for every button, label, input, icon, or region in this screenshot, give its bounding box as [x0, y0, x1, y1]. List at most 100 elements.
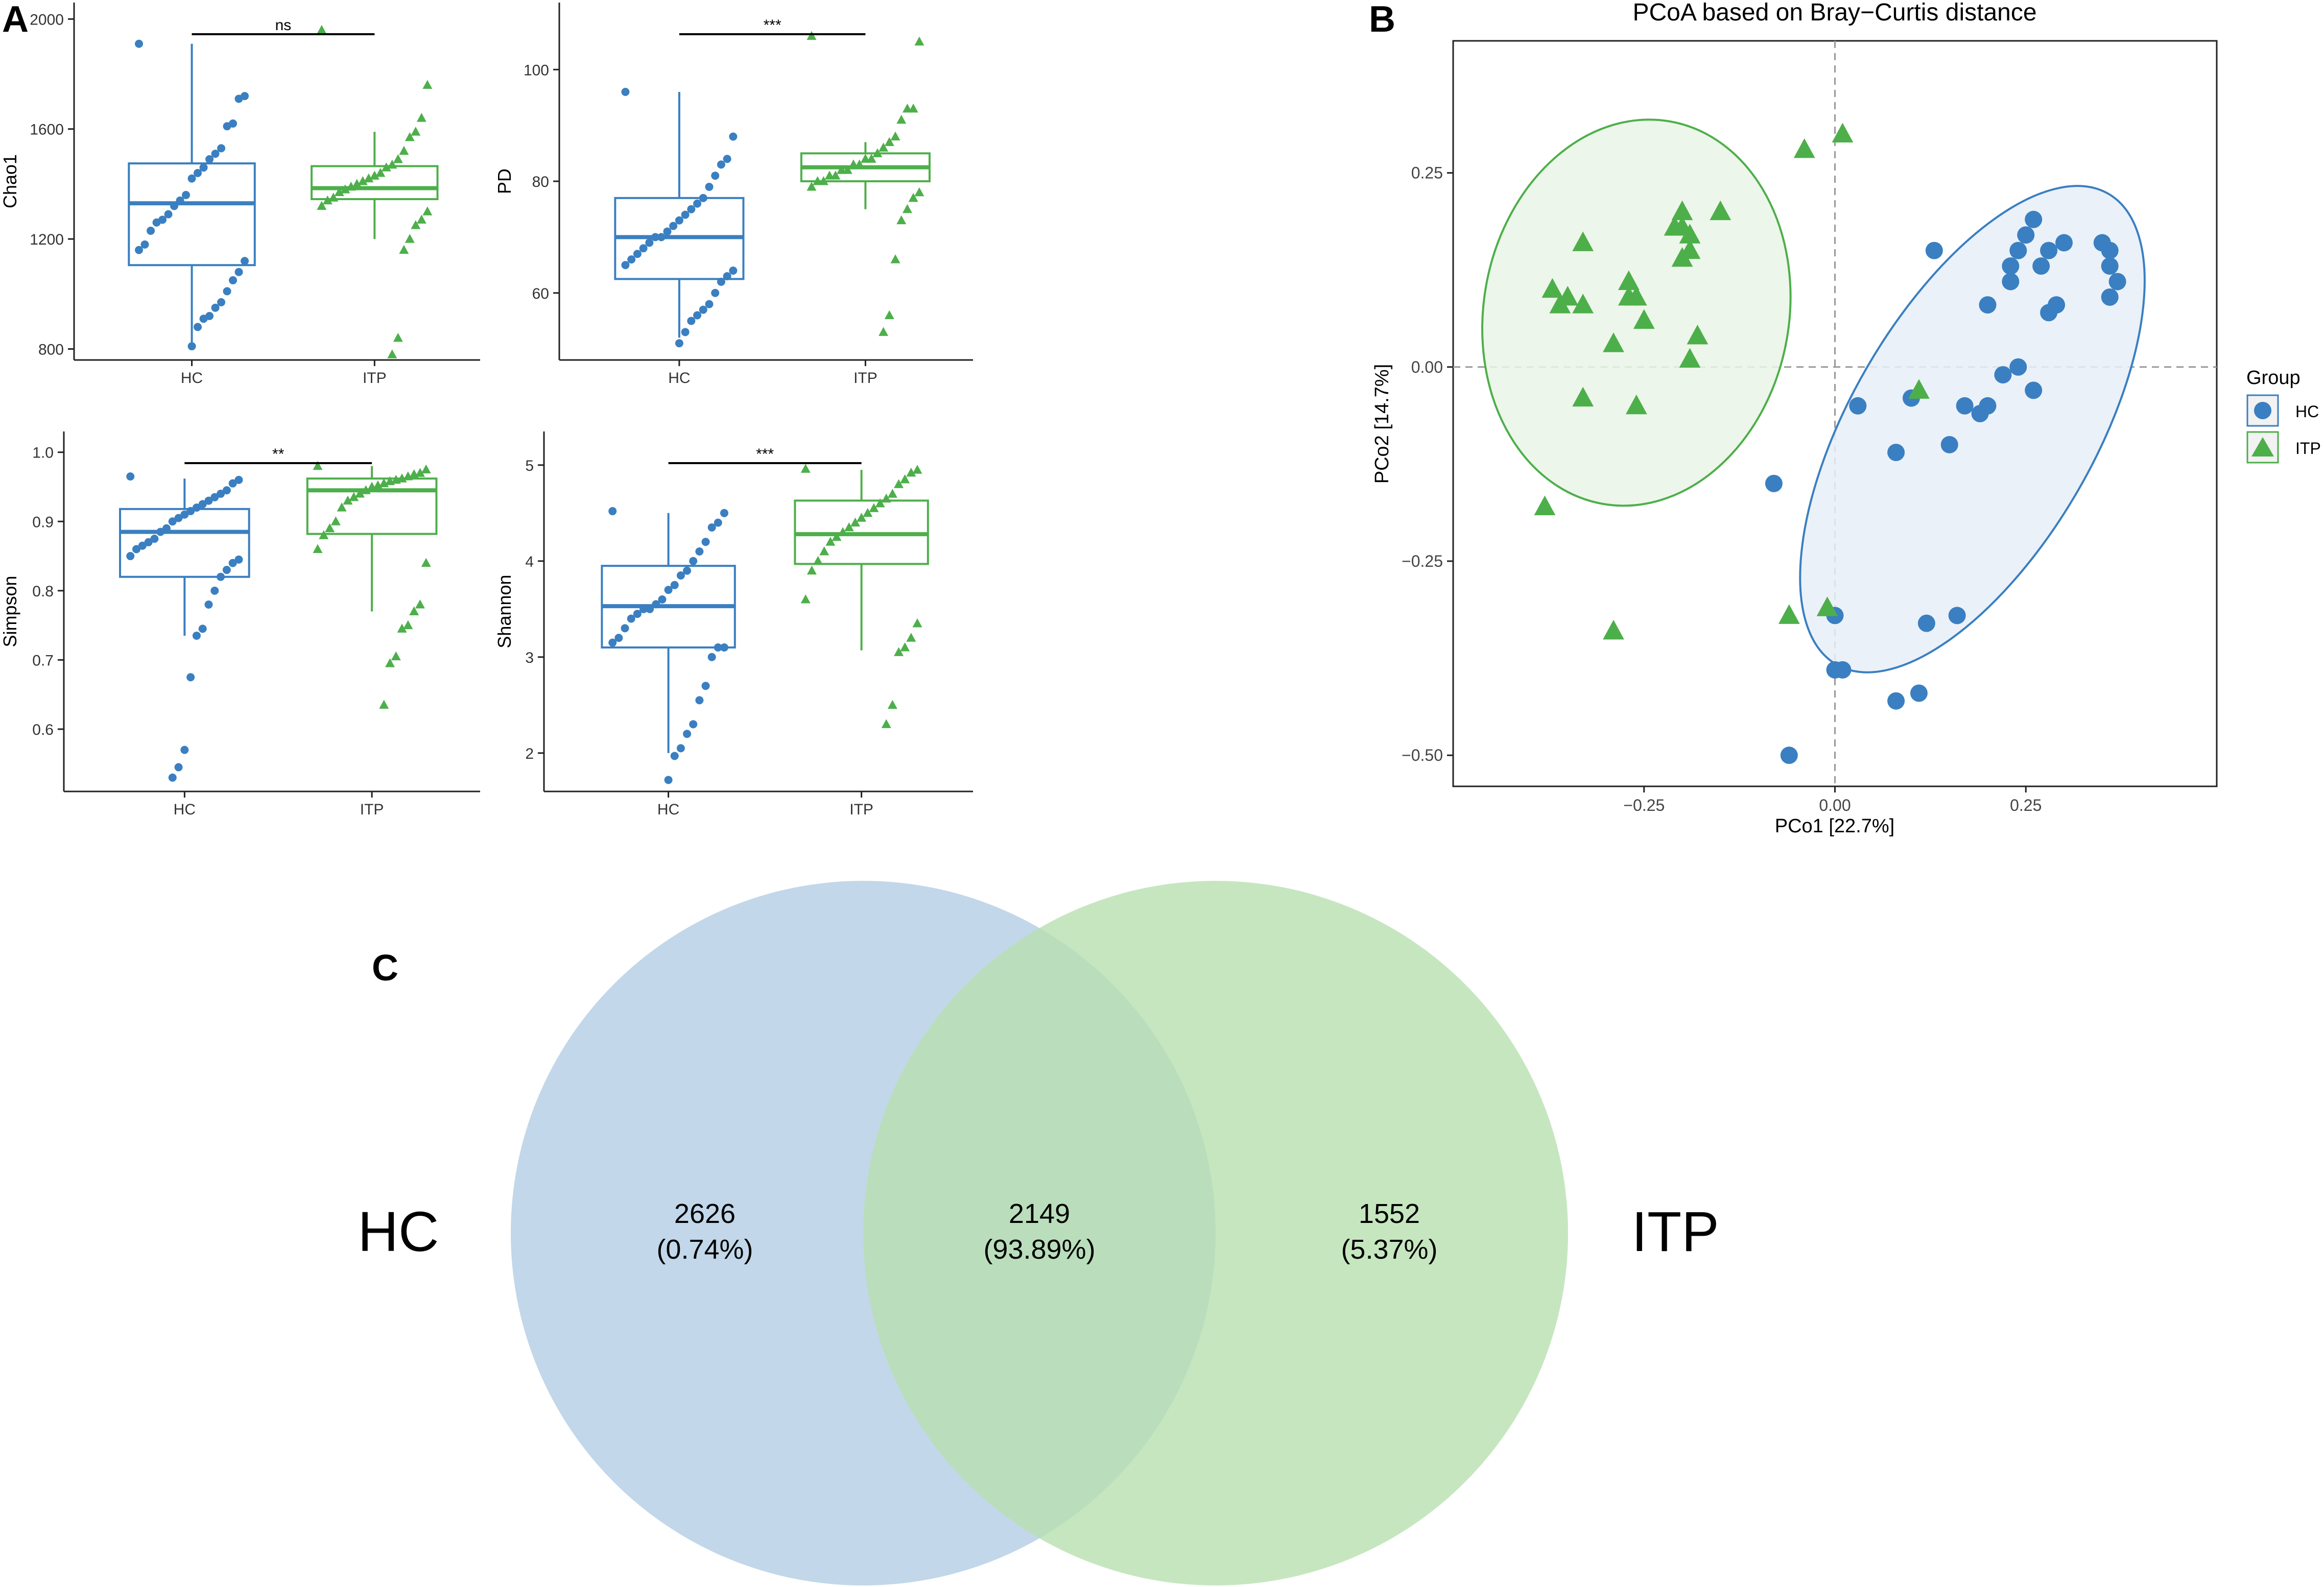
- data-point: [717, 277, 725, 286]
- data-point: [393, 332, 403, 342]
- data-point: [837, 165, 847, 174]
- box-body: [311, 165, 439, 200]
- data-point: [317, 25, 327, 34]
- significance-label: ***: [764, 17, 781, 34]
- data-point: [689, 557, 698, 565]
- data-point: [222, 486, 231, 495]
- y-tick-label: 0.9: [32, 514, 54, 531]
- data-point: [313, 544, 323, 553]
- data-point: [608, 507, 617, 516]
- data-point: [863, 508, 873, 517]
- data-point: [896, 215, 907, 225]
- y-axis-label: Chao1: [0, 154, 20, 208]
- data-point: [825, 537, 836, 546]
- x-tick-label: 0.25: [2010, 796, 2042, 814]
- pcoa-point-hc: [2055, 234, 2073, 252]
- data-point: [385, 476, 395, 486]
- data-point: [164, 210, 173, 219]
- data-point: [646, 605, 654, 613]
- data-point: [675, 216, 683, 225]
- data-point: [416, 214, 426, 224]
- data-point: [699, 305, 707, 314]
- pcoa-point-itp: [1572, 294, 1594, 314]
- data-point: [399, 245, 409, 254]
- legend-key-hc: [2246, 394, 2279, 427]
- data-point: [369, 171, 380, 180]
- venn-set-label-itp: ITP: [1631, 1200, 1719, 1263]
- data-point: [211, 150, 220, 158]
- data-point: [884, 137, 894, 146]
- data-point: [217, 572, 225, 581]
- data-point: [884, 310, 894, 319]
- pcoa-point-hc: [1834, 661, 1852, 679]
- data-point: [217, 490, 225, 498]
- data-point: [204, 600, 213, 609]
- pcoa-point-itp: [1549, 294, 1571, 314]
- data-point: [914, 187, 924, 197]
- pcoa-point-hc: [2025, 210, 2043, 228]
- data-point: [683, 730, 692, 738]
- data-point: [217, 298, 226, 306]
- venn-overlap-count: 2149: [1009, 1198, 1070, 1229]
- data-point: [367, 482, 377, 491]
- data-point: [192, 631, 201, 640]
- data-point: [657, 233, 666, 242]
- y-axis-label: PD: [494, 169, 515, 194]
- x-tick-label: HC: [181, 370, 203, 387]
- data-point: [813, 176, 823, 185]
- data-point: [906, 467, 916, 477]
- y-tick-label: 100: [524, 62, 549, 79]
- data-point: [234, 475, 243, 484]
- data-point: [707, 523, 716, 532]
- data-point: [832, 532, 842, 541]
- y-tick-label: 0.25: [1411, 164, 1443, 182]
- data-point: [325, 523, 335, 533]
- data-point: [422, 206, 433, 215]
- legend-label-hc: HC: [2295, 402, 2319, 421]
- data-point: [669, 222, 678, 230]
- pcoa-point-itp: [1671, 200, 1693, 221]
- y-axis-label: Shannon: [494, 574, 515, 648]
- y-tick-label: 60: [532, 285, 549, 302]
- data-point: [180, 746, 189, 754]
- data-point: [912, 465, 922, 474]
- pcoa-point-itp: [1679, 239, 1701, 259]
- data-point: [156, 527, 165, 536]
- data-point: [633, 610, 642, 618]
- data-point: [322, 195, 333, 205]
- data-point: [608, 638, 617, 647]
- data-point: [676, 744, 685, 753]
- pcoa-point-hc: [2108, 273, 2126, 291]
- data-point: [132, 545, 141, 554]
- pcoa-point-hc: [2017, 226, 2035, 244]
- y-tick-label: 0.8: [32, 583, 54, 600]
- pcoa-point-hc: [2032, 257, 2050, 275]
- data-point: [170, 202, 179, 210]
- data-point: [681, 328, 690, 336]
- y-tick-label: 4: [525, 554, 534, 570]
- data-point: [397, 473, 407, 483]
- data-point: [693, 311, 702, 320]
- data-point: [887, 489, 897, 498]
- data-point: [373, 480, 383, 490]
- pcoa-point-hc: [2025, 381, 2043, 399]
- data-point: [211, 303, 220, 312]
- data-point: [361, 485, 371, 494]
- data-point: [135, 246, 144, 254]
- venn-diagram: HC ITP 2626 (0.74%) 2149 (93.89%) 1552 (…: [358, 881, 1719, 1585]
- data-point: [403, 620, 413, 630]
- data-point: [658, 595, 667, 604]
- y-tick-label: 2000: [30, 11, 64, 28]
- data-point: [621, 624, 629, 633]
- data-point: [126, 552, 135, 561]
- pcoa-x-axis-label: PCo1 [22.7%]: [1775, 815, 1894, 837]
- data-point: [147, 226, 155, 235]
- pcoa-point-hc: [1887, 692, 1905, 710]
- data-point: [364, 173, 374, 183]
- y-tick-label: 5: [525, 458, 534, 474]
- pcoa-point-hc: [2002, 273, 2020, 291]
- x-tick-label: HC: [657, 801, 679, 818]
- panel-label-b: B: [1369, 0, 1395, 40]
- venn-hc-count: 2626: [674, 1198, 736, 1229]
- pcoa-point-itp: [1778, 604, 1800, 624]
